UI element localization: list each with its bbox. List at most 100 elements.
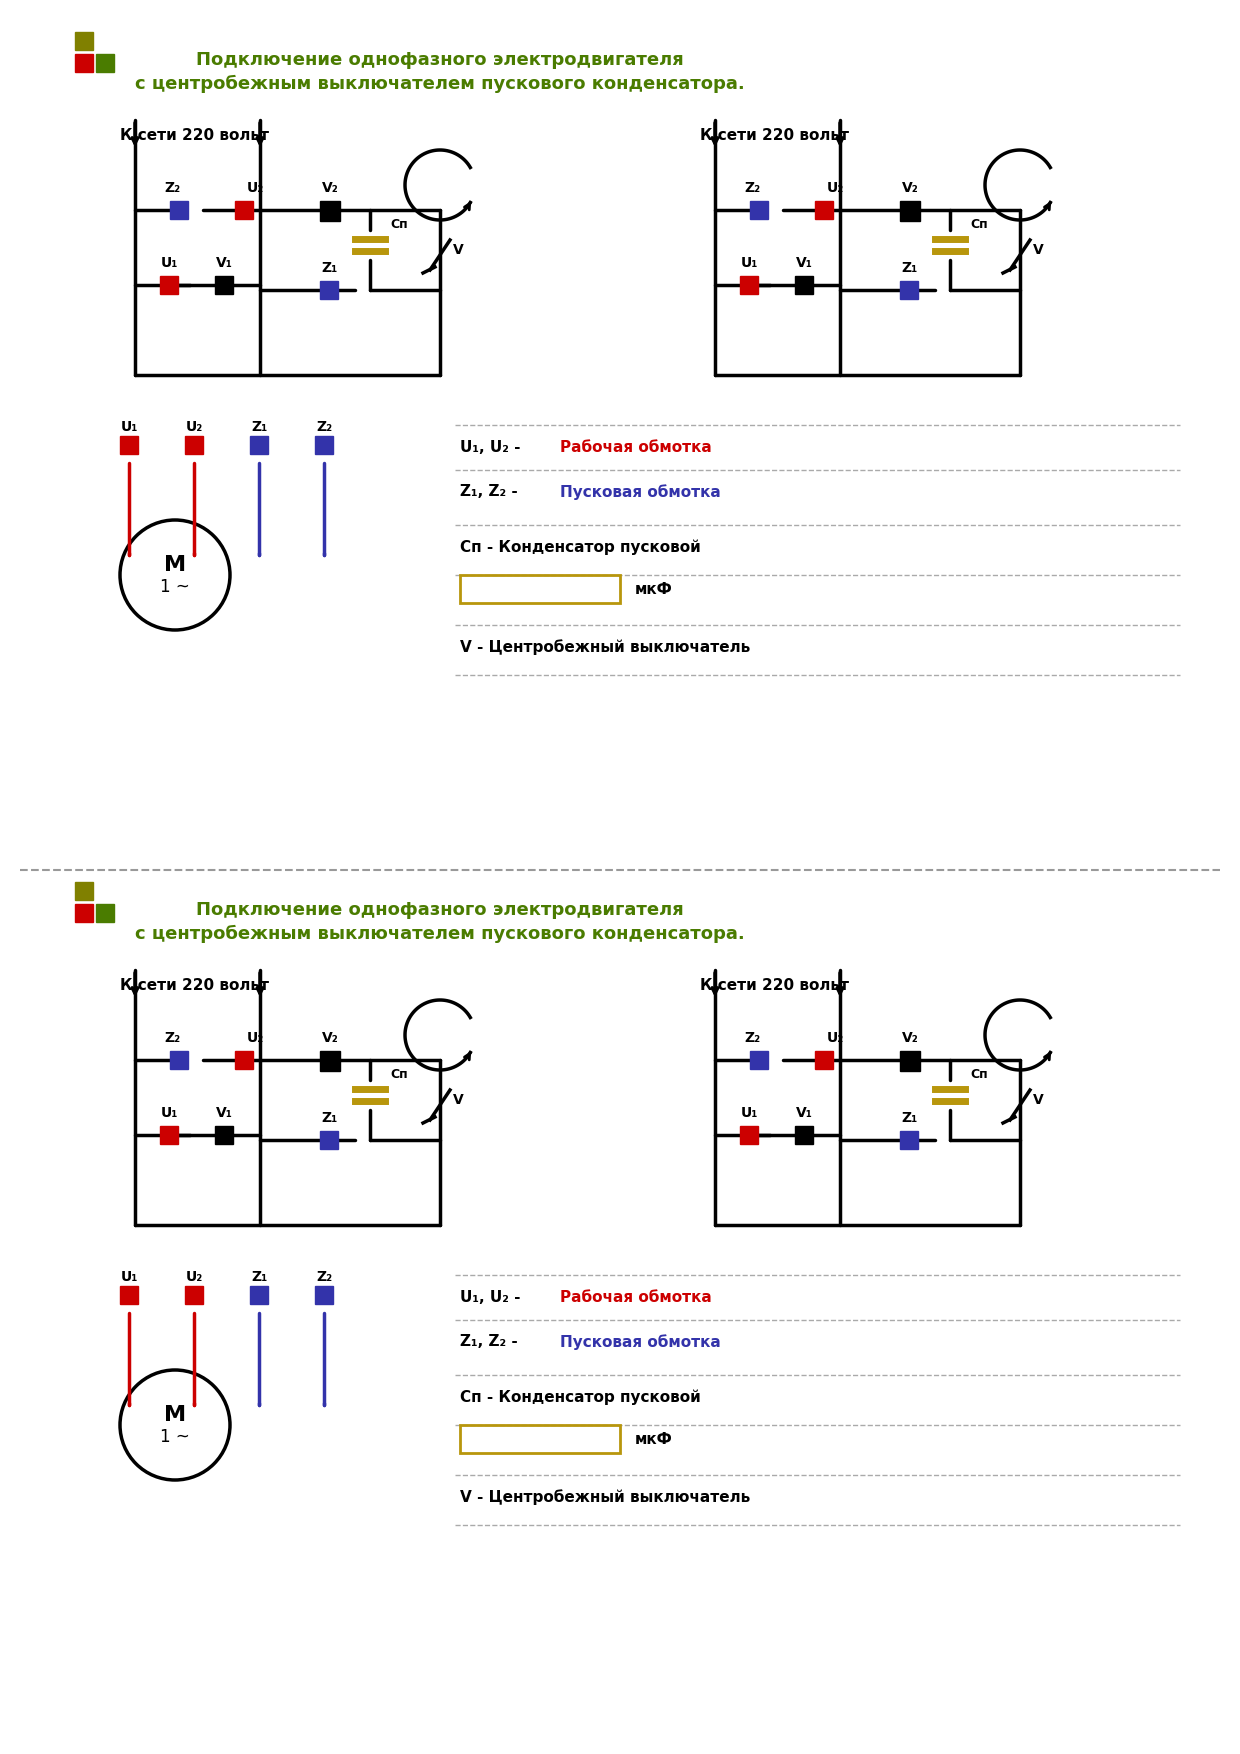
Bar <box>740 275 758 295</box>
Bar <box>170 1051 188 1068</box>
Text: Z₂: Z₂ <box>744 181 760 195</box>
Text: 1 ~: 1 ~ <box>160 1428 190 1445</box>
Text: Z₁: Z₁ <box>321 261 337 275</box>
Text: U₁: U₁ <box>160 1107 177 1121</box>
Text: U₁, U₂ -: U₁, U₂ - <box>460 440 526 454</box>
Bar <box>250 1286 268 1303</box>
Text: с центробежным выключателем пускового конденсатора.: с центробежным выключателем пускового ко… <box>135 924 745 944</box>
Bar <box>120 437 138 454</box>
Text: Z₁, Z₂ -: Z₁, Z₂ - <box>460 1335 523 1349</box>
Bar <box>74 54 93 72</box>
Text: Z₁: Z₁ <box>250 1270 267 1284</box>
Text: Сп - Конденсатор пусковой: Сп - Конденсатор пусковой <box>460 1389 701 1405</box>
Bar <box>95 903 114 923</box>
Bar <box>900 1051 920 1072</box>
Text: V₂: V₂ <box>321 1031 339 1045</box>
Text: К сети 220 вольт: К сети 220 вольт <box>120 977 269 993</box>
Text: Z₁: Z₁ <box>901 261 918 275</box>
Text: 1 ~: 1 ~ <box>160 579 190 596</box>
Text: Z₂: Z₂ <box>316 1270 332 1284</box>
Text: Z₂: Z₂ <box>164 1031 180 1045</box>
Text: Z₂: Z₂ <box>316 419 332 433</box>
Bar <box>120 1286 138 1303</box>
Bar <box>900 1131 918 1149</box>
Bar <box>236 1051 253 1068</box>
Text: Пусковая обмотка: Пусковая обмотка <box>560 1335 720 1351</box>
Bar <box>320 281 339 298</box>
Bar <box>320 202 340 221</box>
Text: U₁, U₂ -: U₁, U₂ - <box>460 1289 526 1305</box>
Text: V₁: V₁ <box>796 1107 812 1121</box>
Text: Z₁, Z₂ -: Z₁, Z₂ - <box>460 484 523 500</box>
Text: U₁: U₁ <box>740 1107 758 1121</box>
Text: Сп - Конденсатор пусковой: Сп - Конденсатор пусковой <box>460 538 701 554</box>
Bar <box>215 275 233 295</box>
Text: Z₁: Z₁ <box>250 419 267 433</box>
Text: V₂: V₂ <box>321 181 339 195</box>
Text: M: M <box>164 1405 186 1424</box>
Text: V₁: V₁ <box>796 256 812 270</box>
Bar <box>315 437 334 454</box>
Bar <box>900 202 920 221</box>
Bar <box>750 1051 768 1068</box>
Text: К сети 220 вольт: К сети 220 вольт <box>701 128 849 142</box>
Text: К сети 220 вольт: К сети 220 вольт <box>120 128 269 142</box>
Text: Сп: Сп <box>391 1068 408 1082</box>
Text: Сп: Сп <box>970 219 987 232</box>
Text: V₂: V₂ <box>901 181 919 195</box>
Text: U₁: U₁ <box>120 419 138 433</box>
Bar <box>795 1126 813 1144</box>
Bar <box>160 1126 179 1144</box>
Text: U₂: U₂ <box>185 1270 202 1284</box>
Text: V₁: V₁ <box>216 1107 232 1121</box>
Text: V - Центробежный выключатель: V - Центробежный выключатель <box>460 1489 750 1505</box>
Bar <box>320 1051 340 1072</box>
Bar <box>460 575 620 603</box>
Text: с центробежным выключателем пускового конденсатора.: с центробежным выключателем пускового ко… <box>135 75 745 93</box>
Text: V: V <box>1033 1093 1044 1107</box>
Text: V: V <box>453 1093 464 1107</box>
Bar <box>750 202 768 219</box>
Bar <box>170 202 188 219</box>
Text: Сп: Сп <box>970 1068 987 1082</box>
Text: Рабочая обмотка: Рабочая обмотка <box>560 440 712 454</box>
Text: V - Центробежный выключатель: V - Центробежный выключатель <box>460 638 750 654</box>
Bar <box>815 202 833 219</box>
Bar <box>74 903 93 923</box>
Text: Сп: Сп <box>391 219 408 232</box>
Bar <box>460 1424 620 1452</box>
Bar <box>250 437 268 454</box>
Text: M: M <box>164 554 186 575</box>
Text: Рабочая обмотка: Рабочая обмотка <box>560 1289 712 1305</box>
Text: мкФ: мкФ <box>635 582 673 596</box>
Text: Подключение однофазного электродвигателя: Подключение однофазного электродвигателя <box>196 51 684 68</box>
Bar <box>315 1286 334 1303</box>
Text: мкФ: мкФ <box>635 1431 673 1447</box>
Text: V₂: V₂ <box>901 1031 919 1045</box>
Text: U₂: U₂ <box>247 1031 264 1045</box>
Text: Z₁: Z₁ <box>321 1110 337 1124</box>
Text: U₂: U₂ <box>826 1031 843 1045</box>
Bar <box>815 1051 833 1068</box>
Text: V: V <box>1033 244 1044 258</box>
Text: К сети 220 вольт: К сети 220 вольт <box>701 977 849 993</box>
Text: V₁: V₁ <box>216 256 232 270</box>
Text: Z₂: Z₂ <box>164 181 180 195</box>
Bar <box>795 275 813 295</box>
Text: U₂: U₂ <box>826 181 843 195</box>
Bar <box>74 882 93 900</box>
Text: Пусковая обмотка: Пусковая обмотка <box>560 484 720 500</box>
Bar <box>185 1286 203 1303</box>
Bar <box>95 54 114 72</box>
Text: Подключение однофазного электродвигателя: Подключение однофазного электродвигателя <box>196 902 684 919</box>
Bar <box>320 1131 339 1149</box>
Bar <box>900 281 918 298</box>
Text: U₂: U₂ <box>185 419 202 433</box>
Bar <box>74 32 93 51</box>
Text: V: V <box>453 244 464 258</box>
Bar <box>740 1126 758 1144</box>
Text: Z₁: Z₁ <box>901 1110 918 1124</box>
Text: Z₂: Z₂ <box>744 1031 760 1045</box>
Bar <box>185 437 203 454</box>
Text: U₁: U₁ <box>740 256 758 270</box>
